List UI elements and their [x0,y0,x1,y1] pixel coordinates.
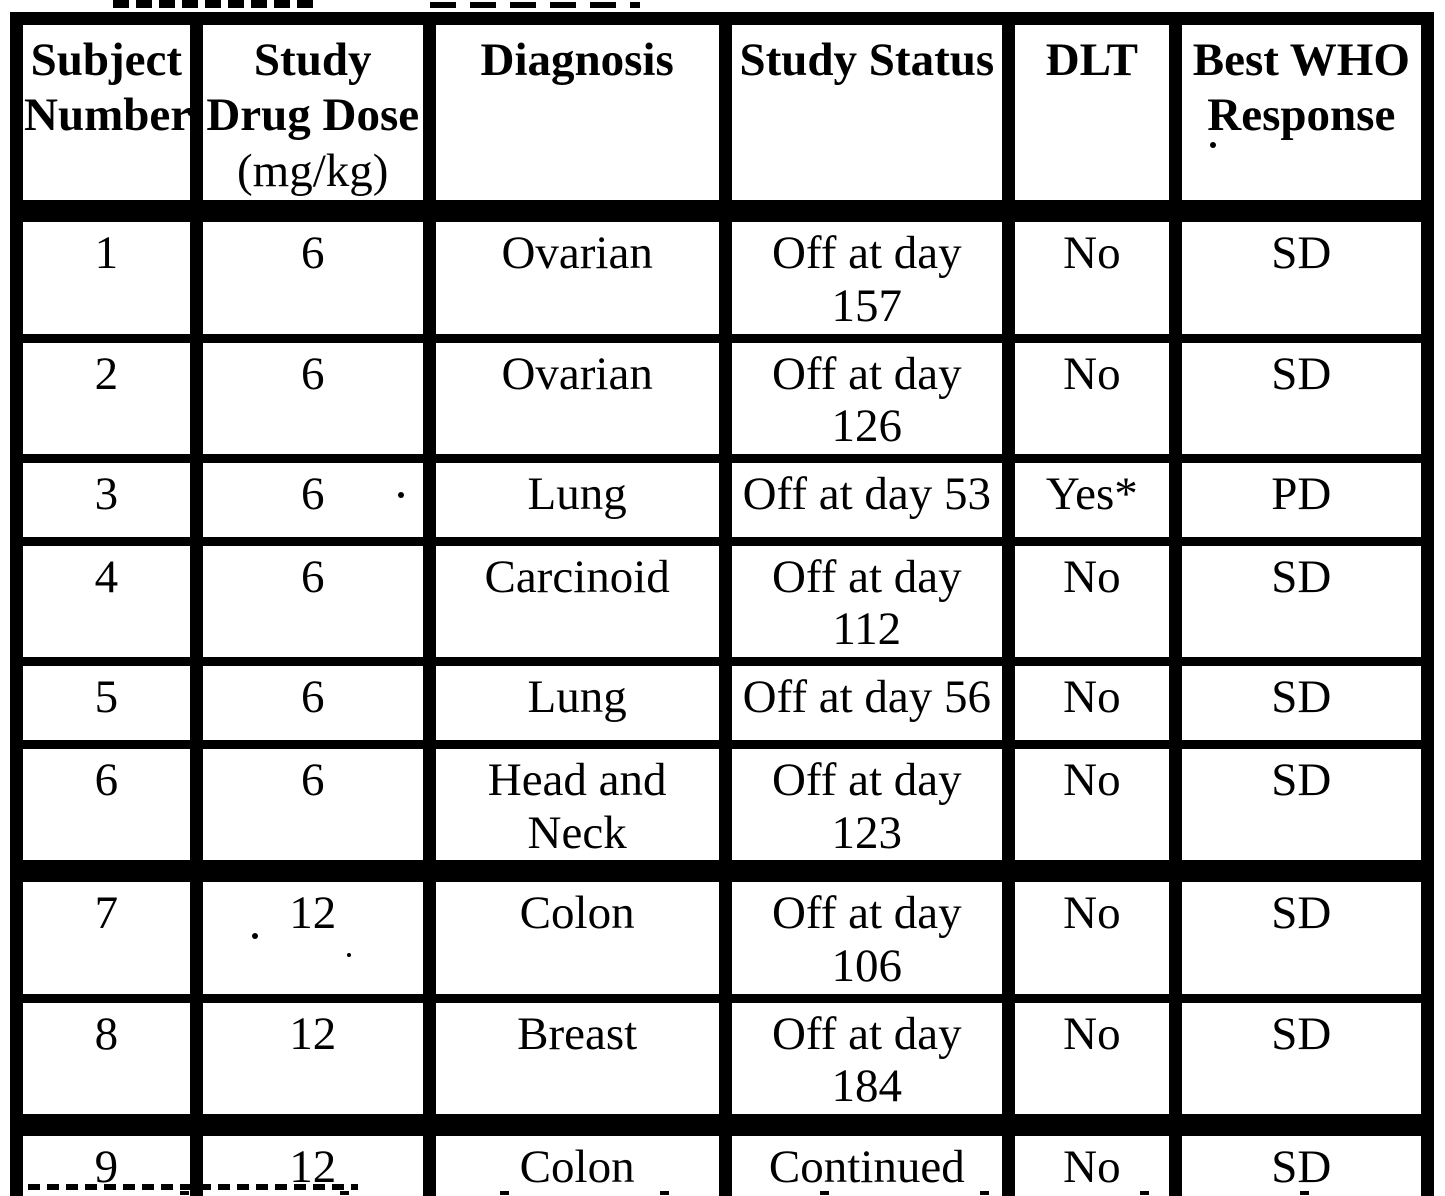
cell-drug-dose: 6 [189,657,436,750]
cell-drug-dose: 6 [189,740,436,883]
cell-study-status: Off at day 56 [718,657,1016,750]
cell-dlt: No [1002,740,1182,883]
cell-who-response: PD [1168,453,1435,546]
cell-drug-dose: 6 [189,206,436,343]
col-header-subject-number: Subject Number [10,12,203,223]
header-label: Study Status [739,34,995,86]
cell-diagnosis: Carcinoid [422,536,732,667]
scan-speck-artifact-top [430,2,640,8]
header-label: Study Drug Dose [206,34,420,142]
cell-subject-number: 6 [10,740,203,883]
cell-subject-number: 1 [10,206,203,343]
cell-subject-number: 5 [10,657,203,750]
table-row-subject-6: 6 6 Head and Neck Off at day 123 No SD [10,740,1435,883]
cell-drug-dose: 6 [189,453,436,546]
cell-drug-dose: 6 [189,333,436,463]
table-row-subject-4: 4 6 Carcinoid Off at day 112 No SD [10,536,1435,667]
cell-subject-number: 3 [10,453,203,546]
cell-study-status: Off at day 112 [718,536,1016,667]
cell-who-response: SD [1168,333,1435,463]
header-label: Subject Number [24,34,192,142]
table-row-subject-7: 7 12 Colon Off at day 106 No SD [10,866,1435,1003]
cell-who-response: SD [1168,993,1435,1136]
cell-subject-number: 2 [10,333,203,463]
cell-dlt: No [1002,536,1182,667]
cell-drug-dose: 12 [189,866,436,1003]
col-header-study-status: Study Status [718,12,1016,223]
cell-subject-number: 9 [10,1120,203,1196]
cell-diagnosis: Lung [422,453,732,546]
cell-study-status: Off at day 157 [718,206,1016,343]
cell-dlt: No [1002,993,1182,1136]
table-row-subject-8: 8 12 Breast Off at day 184 No SD [10,993,1435,1136]
header-label: Diagnosis [480,34,674,86]
cell-dlt: No [1002,333,1182,463]
header-label: Best WHO Response [1192,34,1410,142]
cell-who-response: SD [1168,866,1435,1003]
cell-diagnosis: Colon [422,1120,732,1196]
cell-study-status: Off at day 123 [718,740,1016,883]
table-row-subject-5: 5 6 Lung Off at day 56 No SD [10,657,1435,750]
header-row: Subject Number Study Drug Dose (mg/kg) D… [10,12,1435,223]
cropped-text-artifact-top [113,0,313,8]
col-header-best-who-response: Best WHO Response [1168,12,1435,223]
cell-who-response: SD [1168,657,1435,750]
cell-diagnosis: Ovarian [422,333,732,463]
cell-study-status: Off at day 106 [718,866,1016,1003]
cell-dlt: No [1002,206,1182,343]
header-label: DLT [1045,34,1139,86]
table-row-subject-1: 1 6 Ovarian Off at day 157 No SD [10,206,1435,343]
cell-dlt: No [1002,657,1182,750]
cell-study-status: Off at day 184 [718,993,1016,1136]
table-row-subject-3: 3 6 Lung Off at day 53 Yes* PD [10,453,1435,546]
cell-diagnosis: Lung [422,657,732,750]
cell-study-status: Continued past day 116 [718,1120,1016,1196]
cell-dlt: No [1002,1120,1182,1196]
cell-who-response: SD [1168,740,1435,883]
cell-subject-number: 7 [10,866,203,1003]
cell-drug-dose: 12 [189,1120,436,1196]
cell-dlt: No [1002,866,1182,1003]
table-row-subject-2: 2 6 Ovarian Off at day 126 No SD [10,333,1435,463]
cell-who-response: SD [1168,1120,1435,1196]
cell-study-status: Off at day 53 [718,453,1016,546]
cell-subject-number: 4 [10,536,203,667]
cell-diagnosis: Colon [422,866,732,1003]
cell-diagnosis: Breast [422,993,732,1136]
col-header-dlt: DLT [1002,12,1182,223]
header-sublabel-units: (mg/kg) [237,144,389,197]
cell-diagnosis: Head and Neck [422,740,732,883]
clinical-results-table: Subject Number Study Drug Dose (mg/kg) D… [10,12,1435,1196]
cell-subject-number: 8 [10,993,203,1136]
col-header-study-drug-dose: Study Drug Dose (mg/kg) [189,12,436,223]
table-row-subject-9: 9 12 Colon Continued past day 116 No SD [10,1120,1435,1196]
cell-diagnosis: Ovarian [422,206,732,343]
cell-who-response: SD [1168,206,1435,343]
cell-dlt: Yes* [1002,453,1182,546]
cell-who-response: SD [1168,536,1435,667]
col-header-diagnosis: Diagnosis [422,12,732,223]
cell-drug-dose: 12 [189,993,436,1136]
cell-study-status: Off at day 126 [718,333,1016,463]
cell-drug-dose: 6 [189,536,436,667]
